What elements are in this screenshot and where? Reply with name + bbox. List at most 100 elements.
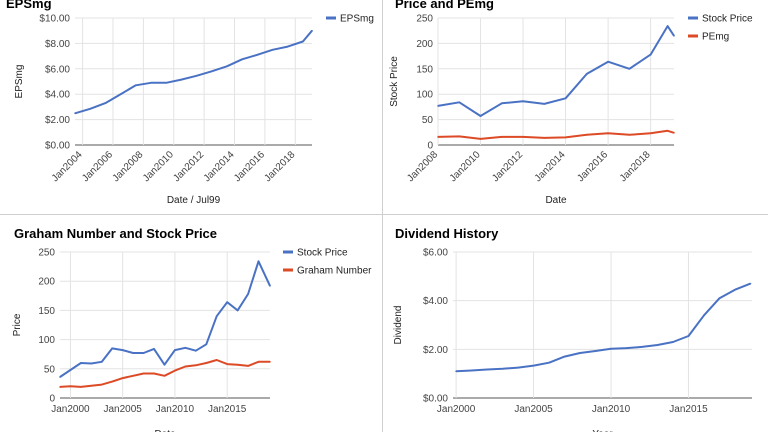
data-point <box>257 260 260 263</box>
chart-title: Dividend History <box>395 226 499 241</box>
y-tick-label: $4.00 <box>423 296 448 307</box>
data-point <box>543 103 546 105</box>
series-line <box>437 129 675 140</box>
x-tick-label: Jan2008 <box>111 149 146 184</box>
data-point <box>579 352 581 354</box>
data-point <box>649 53 652 56</box>
x-tick-label: Jan2016 <box>232 149 267 184</box>
series-line <box>437 25 675 117</box>
data-point <box>226 363 228 365</box>
y-axis-title: EPSmg <box>14 65 25 99</box>
data-point <box>666 25 669 27</box>
data-point <box>564 136 567 139</box>
data-point <box>749 282 752 285</box>
data-point <box>594 350 597 352</box>
data-point <box>607 60 609 63</box>
x-tick-label: Jan2005 <box>514 404 553 415</box>
data-point <box>437 136 439 138</box>
data-point <box>163 363 166 366</box>
data-point <box>563 355 566 358</box>
data-point <box>69 385 72 388</box>
chart-title: Price and PEmg <box>395 0 494 11</box>
data-point <box>687 335 690 337</box>
data-point <box>165 81 167 84</box>
data-point <box>718 297 721 300</box>
dividend-chart-panel: Dividend History $0.00 $2.00 $4.00 $6.00 Jan2… <box>383 215 768 432</box>
x-tick-label: Jan2010 <box>592 404 631 415</box>
x-axis-title: Year <box>592 429 613 432</box>
y-tick-label: 100 <box>38 335 55 346</box>
data-point <box>132 375 134 377</box>
data-point <box>90 384 93 387</box>
x-axis-title: Date / Jul99 <box>167 195 221 206</box>
y-tick-label: $8.00 <box>45 39 70 50</box>
data-point <box>470 369 473 372</box>
data-point <box>458 135 461 138</box>
data-point <box>205 343 208 346</box>
data-point <box>59 386 61 388</box>
data-point <box>286 45 289 48</box>
data-point <box>501 368 504 370</box>
x-tick-label: Jan2006 <box>80 149 115 184</box>
data-point <box>500 136 503 138</box>
legend-label: EPSmg <box>340 14 374 25</box>
data-point <box>111 347 114 350</box>
legend-label: Stock Price <box>297 248 348 259</box>
data-point <box>100 360 103 363</box>
data-point <box>247 365 249 367</box>
y-tick-label: 100 <box>416 90 433 101</box>
data-point <box>500 102 503 105</box>
x-tick-label: Jan2005 <box>103 404 142 415</box>
data-point <box>256 54 259 56</box>
data-point <box>104 102 107 104</box>
data-point <box>121 377 124 379</box>
data-point <box>80 362 82 364</box>
y-tick-label: 0 <box>427 141 433 152</box>
x-tick-label: Jan2000 <box>51 404 90 415</box>
horizontal-divider <box>0 214 768 215</box>
data-point <box>89 108 91 110</box>
chart-title: Graham Number and Stock Price <box>14 226 217 241</box>
data-point <box>174 349 176 351</box>
y-tick-label: 0 <box>49 394 55 405</box>
legend-label: Graham Number <box>297 266 372 277</box>
data-point <box>522 100 524 103</box>
data-point <box>610 348 612 350</box>
data-point <box>543 137 546 139</box>
y-axis-title: Stock Price <box>389 56 400 107</box>
data-point <box>132 352 134 354</box>
data-point <box>174 369 176 372</box>
data-point <box>586 134 588 136</box>
data-point <box>666 129 669 132</box>
data-point <box>458 101 461 104</box>
data-point <box>625 347 628 349</box>
legend-label: Stock Price <box>702 14 753 25</box>
data-point <box>142 352 145 354</box>
data-point <box>184 365 187 368</box>
x-tick-label: Jan2010 <box>141 149 176 184</box>
data-point <box>271 48 274 51</box>
y-tick-label: $4.00 <box>45 90 70 101</box>
data-point <box>195 74 198 77</box>
x-tick-label: Jan2008 <box>405 149 440 184</box>
dividend-chart: Dividend History $0.00 $2.00 $4.00 $6.00 Jan2… <box>393 226 752 432</box>
data-point <box>121 349 124 351</box>
data-point <box>455 370 457 373</box>
y-tick-label: $0.00 <box>45 141 70 152</box>
data-point <box>479 115 482 117</box>
x-tick-label: Jan2015 <box>669 404 708 415</box>
data-point <box>236 363 239 366</box>
data-point <box>74 112 76 115</box>
data-point <box>257 360 260 363</box>
x-tick-label: Jan2014 <box>202 149 237 184</box>
data-point <box>142 372 145 375</box>
data-point <box>532 364 535 367</box>
data-point <box>184 346 187 349</box>
data-point <box>673 132 675 134</box>
x-tick-label: Jan2014 <box>533 149 568 184</box>
y-axis-title: Dividend <box>393 306 404 345</box>
data-point <box>100 383 103 386</box>
y-tick-label: 250 <box>416 14 433 25</box>
x-tick-label: Jan2004 <box>50 149 85 184</box>
